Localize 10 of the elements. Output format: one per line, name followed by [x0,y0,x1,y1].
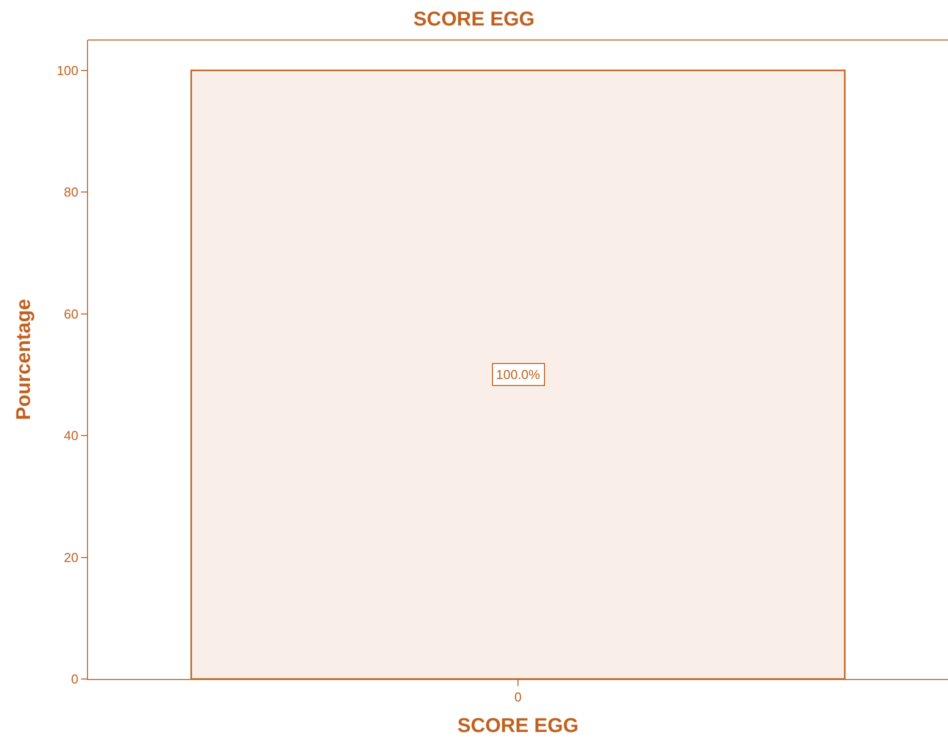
chart-title: SCORE EGG [413,8,535,30]
y-tick-label: 60 [64,306,78,322]
y-axis-title: Pourcentage [13,298,36,420]
x-axis-title: SCORE EGG [457,715,579,738]
y-tick-label: 40 [64,428,78,444]
y-tick-label: 100 [56,62,78,78]
y-tick-label: 0 [71,672,78,687]
data-label: 100.0% [496,367,541,382]
y-tick-label: 80 [64,184,78,200]
y-tick-label: 20 [64,550,78,565]
